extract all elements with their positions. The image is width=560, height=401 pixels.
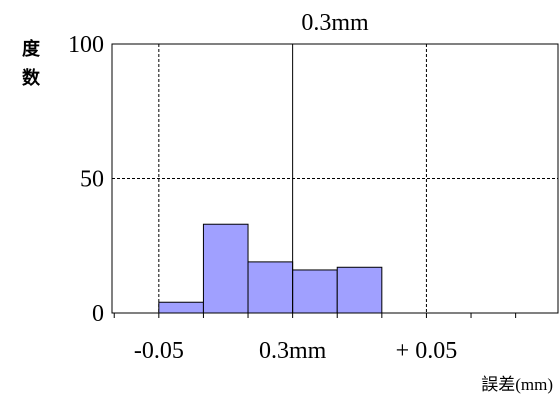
x-tick-label: + 0.05	[396, 338, 458, 364]
x-tick-label: 0.3mm	[259, 338, 327, 364]
x-tick-label: -0.05	[134, 338, 184, 364]
x-axis-label: 誤差(mm)	[481, 375, 553, 395]
y-axis-label: 度 数	[22, 38, 46, 89]
histogram-bar	[292, 269, 338, 314]
y-tick-label: 50	[80, 167, 104, 193]
y-tick-label: 100	[68, 32, 104, 58]
chart-title: 0.3mm	[301, 10, 369, 36]
histogram-bar	[247, 261, 294, 314]
y-axis-label-char-1: 度	[22, 38, 41, 60]
x-axis-label-unit: 誤差	[481, 375, 515, 395]
histogram-bar	[336, 266, 383, 314]
x-axis-label-suffix: (mm)	[515, 375, 553, 394]
histogram-bar	[202, 223, 249, 314]
y-tick-label: 0	[92, 301, 104, 327]
plot-area: 0 50 100 -0.05 0.3mm + 0.05	[68, 32, 559, 364]
histogram-bar	[158, 301, 204, 314]
y-axis-label-char-2: 数	[22, 67, 41, 89]
